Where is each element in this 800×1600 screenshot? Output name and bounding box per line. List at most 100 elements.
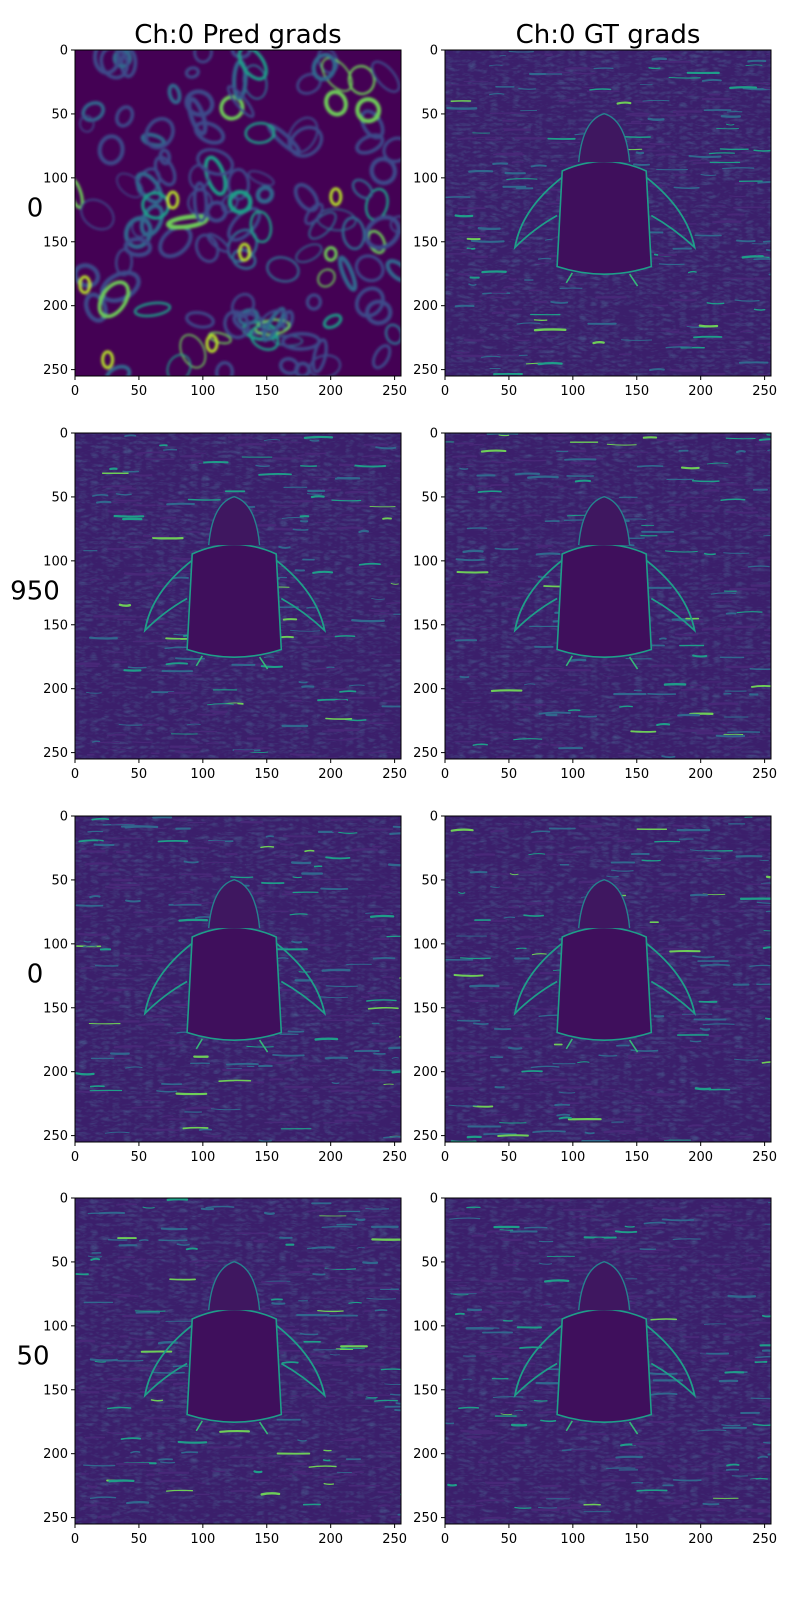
heatmap-streak	[716, 1277, 742, 1280]
heatmap-streak	[490, 829, 505, 833]
heatmap-streak	[124, 825, 159, 829]
heatmap-streak	[666, 1464, 679, 1468]
heatmap-streak	[272, 1054, 305, 1057]
heatmap-blob	[196, 148, 234, 176]
heatmap-streak	[704, 1209, 733, 1212]
heatmap-streak	[610, 98, 631, 102]
heatmap-blob	[371, 344, 392, 370]
penguin-left-wing	[143, 559, 193, 634]
heatmap-streak	[113, 514, 145, 518]
heatmap-bright-spot	[78, 275, 92, 295]
penguin-feet	[565, 655, 639, 670]
heatmap-streak	[331, 1082, 340, 1085]
heatmap-streak	[365, 1396, 378, 1399]
heatmap-streak	[126, 1501, 150, 1505]
heatmap-streak	[721, 313, 744, 315]
heatmap-streak	[452, 954, 466, 957]
heatmap-streak	[561, 1511, 569, 1514]
y-tick-label: 50	[421, 490, 438, 505]
penguin-outline	[513, 878, 697, 1053]
heatmap-streak	[480, 1279, 509, 1283]
heatmap-streak	[492, 1290, 522, 1294]
x-tick-label: 250	[752, 384, 777, 399]
y-tick-label: 100	[43, 1319, 68, 1334]
heatmap-streak	[589, 1242, 613, 1246]
y-tick-label: 50	[51, 873, 68, 888]
heatmap-streak	[558, 1091, 576, 1094]
heatmap-streak	[246, 1045, 274, 1048]
heatmap-streak	[684, 1290, 692, 1293]
heatmap-streak	[372, 1039, 394, 1043]
heatmap-streak	[620, 500, 641, 505]
y-tick-label: 100	[43, 554, 68, 569]
heatmap-streak	[226, 1062, 259, 1066]
y-tick-label: 200	[413, 682, 438, 697]
heatmap-streak	[508, 277, 517, 281]
y-tick-label: 250	[413, 746, 438, 761]
heatmap-streak	[769, 450, 771, 452]
penguin-outline	[143, 878, 327, 1053]
heatmap-streak	[308, 1361, 341, 1365]
heatmap-streak	[575, 846, 595, 849]
heatmap-streak	[675, 858, 706, 862]
heatmap-streak	[528, 1092, 540, 1095]
heatmap-streak	[725, 123, 735, 126]
heatmap-streak	[290, 629, 321, 632]
heatmap-streak	[366, 1297, 397, 1300]
heatmap-streak	[456, 464, 476, 466]
heatmap-streak	[176, 1243, 190, 1246]
heatmap-streak	[445, 1086, 474, 1090]
heatmap-streak	[518, 87, 536, 90]
penguin-head	[208, 495, 261, 546]
heatmap-streak	[703, 552, 716, 556]
heatmap-streak	[297, 731, 306, 734]
heatmap-streak	[137, 925, 169, 929]
heatmap-streak	[274, 527, 302, 531]
heatmap-streak	[582, 86, 595, 89]
heatmap-streak	[478, 1129, 490, 1132]
heatmap-streak	[307, 476, 336, 479]
heatmap-blob	[193, 50, 213, 64]
row-labels: 0 950 0 50	[10, 194, 60, 1372]
heatmap-streak	[372, 957, 396, 960]
heatmap-streak	[718, 626, 726, 629]
heatmap-streak	[258, 1139, 272, 1142]
heatmap-streak	[185, 1247, 198, 1251]
x-tick-label: 250	[752, 1532, 777, 1547]
heatmap-streak	[311, 1246, 335, 1250]
heatmap-streak	[292, 876, 302, 879]
y-tick-label: 100	[43, 937, 68, 952]
heatmap-streak	[677, 713, 701, 717]
heatmap-blob	[351, 178, 374, 200]
heatmap-streak	[316, 1383, 336, 1386]
heatmap-streak	[651, 1087, 664, 1090]
heatmap-streak	[597, 1479, 627, 1482]
heatmap-streak	[454, 1312, 465, 1316]
heatmap-streak	[260, 665, 283, 668]
heatmap-streak	[152, 1432, 166, 1435]
heatmap-streak	[318, 996, 349, 999]
y-tick-label: 0	[430, 427, 438, 442]
heatmap-streak	[729, 746, 742, 750]
heatmap-streak	[468, 283, 477, 286]
penguin-head	[578, 878, 631, 929]
heatmap-streak	[115, 493, 132, 496]
heatmap-blob	[184, 89, 215, 118]
x-tick-label: 0	[441, 767, 449, 782]
heatmap-streak	[479, 1516, 507, 1520]
heatmap-streak	[199, 875, 214, 878]
heatmap-streak	[157, 675, 170, 677]
heatmap-streak	[643, 1221, 666, 1225]
y-tick-label: 0	[430, 810, 438, 825]
heatmap-streak	[119, 487, 137, 491]
heatmap-streak	[655, 153, 678, 157]
heatmap-streak	[347, 565, 369, 568]
heatmap-streak	[146, 1469, 174, 1471]
heatmap-streak	[459, 675, 470, 679]
heatmap-streak	[578, 715, 597, 718]
heatmap-streak	[152, 584, 173, 588]
heatmap-streak	[107, 1406, 132, 1410]
heatmap-streak	[89, 894, 101, 899]
heatmap-streak	[684, 986, 713, 989]
heatmap-streak	[530, 164, 547, 168]
